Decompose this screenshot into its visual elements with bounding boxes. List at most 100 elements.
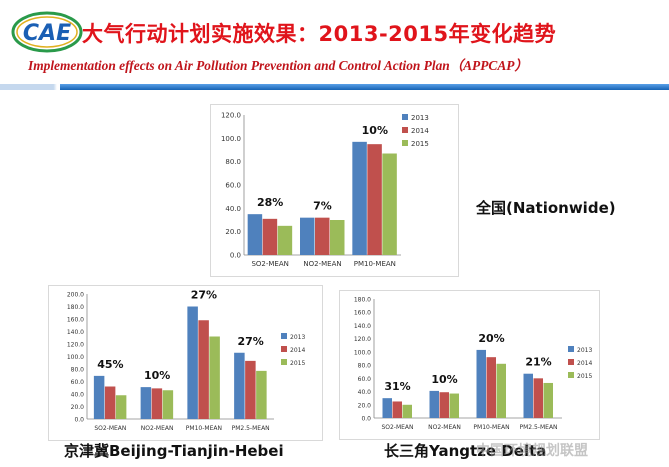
bar-2013 (140, 387, 152, 419)
x-tick-label: SO2-MEAN (381, 424, 413, 431)
y-tick-label: 0.0 (230, 252, 241, 260)
x-tick-label: PM2.5-MEAN (519, 424, 557, 431)
y-tick-label: 60.0 (225, 182, 241, 190)
bar-2014 (439, 392, 449, 418)
cae-logo: CAE (11, 11, 83, 53)
y-tick-label: 180.0 (67, 304, 84, 311)
bar-2015 (449, 393, 459, 418)
change-annotation: 20% (478, 332, 504, 345)
bar-2014 (315, 217, 330, 255)
y-tick-label: 40.0 (358, 389, 372, 396)
page-title: 大气行动计划实施效果：2013-2015年变化趋势 (82, 22, 557, 46)
bar-2013 (523, 373, 533, 418)
change-annotation: 21% (525, 356, 551, 369)
change-annotation: 10% (144, 369, 170, 382)
y-tick-label: 0.0 (74, 417, 84, 424)
logo-text: CAE (23, 21, 71, 46)
y-tick-label: 0.0 (361, 416, 371, 423)
y-tick-label: 140.0 (67, 329, 84, 336)
change-annotation: 27% (237, 335, 263, 348)
legend-label: 2015 (577, 373, 592, 380)
bar-2013 (476, 349, 486, 418)
legend-label: 2015 (411, 140, 429, 148)
legend-swatch (281, 359, 287, 365)
change-annotation: 7% (313, 200, 332, 213)
y-tick-label: 120.0 (67, 342, 84, 349)
y-tick-label: 80.0 (358, 363, 372, 370)
y-tick-label: 20.0 (358, 402, 372, 409)
legend-swatch (281, 346, 287, 352)
y-tick-label: 60.0 (358, 376, 372, 383)
legend-swatch (402, 127, 408, 133)
caption-bth: 京津冀Beijing-Tianjin-Hebei (64, 442, 284, 460)
legend-label: 2013 (411, 114, 429, 122)
x-tick-label: NO2-MEAN (141, 425, 174, 432)
y-tick-label: 80.0 (225, 158, 241, 166)
bar-2013 (247, 214, 263, 255)
y-tick-label: 180.0 (354, 297, 371, 304)
y-tick-label: 20.0 (225, 228, 241, 236)
header-band-accent (60, 84, 669, 90)
bar-2014 (245, 360, 256, 419)
x-tick-label: PM2.5-MEAN (232, 425, 270, 432)
y-tick-label: 40.0 (71, 392, 85, 399)
x-tick-label: SO2-MEAN (251, 260, 288, 268)
bar-2015 (402, 404, 412, 418)
bar-2015 (277, 225, 293, 255)
caption-yrd: 长三角Yangtze Delta (384, 442, 547, 460)
chart-panel-bth: 0.0 20.0 40.0 60.0 80.0 100.0 120.0 140.0 160.0 1… (48, 285, 323, 441)
bar-2015 (162, 390, 174, 419)
y-tick-label: 20.0 (71, 404, 85, 411)
legend-label: 2014 (290, 347, 305, 354)
chart-panel-yrd: 0.0 20.0 40.0 60.0 80.0 100.0 120.0 140.0 160.0 1… (339, 290, 600, 440)
bar-2015 (256, 370, 267, 419)
chart-bth: 0.0 20.0 40.0 60.0 80.0 100.0 120.0 140.0 160.0 1… (67, 289, 306, 433)
change-annotation: 10% (362, 124, 388, 137)
bar-2013 (352, 141, 367, 255)
watermark: 中国环境规划联盟 (476, 443, 588, 459)
bar-2013 (382, 398, 392, 418)
legend-swatch (568, 372, 574, 378)
bar-2013 (187, 306, 198, 419)
legend-swatch (568, 346, 574, 352)
y-tick-label: 60.0 (71, 379, 85, 386)
change-annotation: 45% (97, 358, 123, 371)
change-annotation: 28% (257, 196, 283, 209)
bar-2015 (330, 220, 345, 255)
x-tick-label: SO2-MEAN (94, 425, 126, 432)
page-subtitle: Implementation effects on Air Pollution … (28, 58, 528, 73)
bar-2013 (429, 390, 439, 418)
bar-2014 (392, 401, 402, 418)
y-tick-label: 100.0 (354, 349, 371, 356)
legend-swatch (281, 333, 287, 339)
legend-label: 2014 (577, 360, 592, 367)
bar-2015 (543, 382, 553, 418)
bar-2014 (367, 144, 382, 255)
chart-panel-nationwide: 0.0 20.0 40.0 60.0 80.0 100.0 120.0 SO2-MEAN 28%… (210, 104, 459, 277)
legend-label: 2013 (577, 347, 592, 354)
y-tick-label: 80.0 (71, 367, 85, 374)
bar-2015 (496, 363, 506, 418)
bar-2014 (533, 378, 543, 418)
bar-2014 (262, 218, 278, 255)
legend-label: 2015 (290, 360, 305, 367)
legend-label: 2014 (411, 127, 429, 135)
y-tick-label: 100.0 (67, 354, 84, 361)
chart-nationwide: 0.0 20.0 40.0 60.0 80.0 100.0 120.0 SO2-MEAN 28%… (221, 112, 429, 269)
legend-swatch (402, 140, 408, 146)
change-annotation: 27% (191, 289, 217, 302)
bar-2013 (93, 375, 105, 419)
change-annotation: 10% (431, 373, 457, 386)
chart-yrd: 0.0 20.0 40.0 60.0 80.0 100.0 120.0 140.0 160.0 1… (354, 297, 593, 432)
bar-2015 (209, 336, 220, 419)
bar-2014 (198, 320, 209, 419)
y-tick-label: 100.0 (221, 135, 241, 143)
legend-swatch (568, 359, 574, 365)
y-tick-label: 160.0 (354, 310, 371, 317)
y-tick-label: 200.0 (67, 292, 84, 299)
bar-2015 (382, 153, 397, 255)
bar-2013 (234, 352, 245, 419)
bar-2014 (486, 357, 496, 418)
bar-2013 (300, 217, 315, 255)
y-tick-label: 120.0 (354, 336, 371, 343)
